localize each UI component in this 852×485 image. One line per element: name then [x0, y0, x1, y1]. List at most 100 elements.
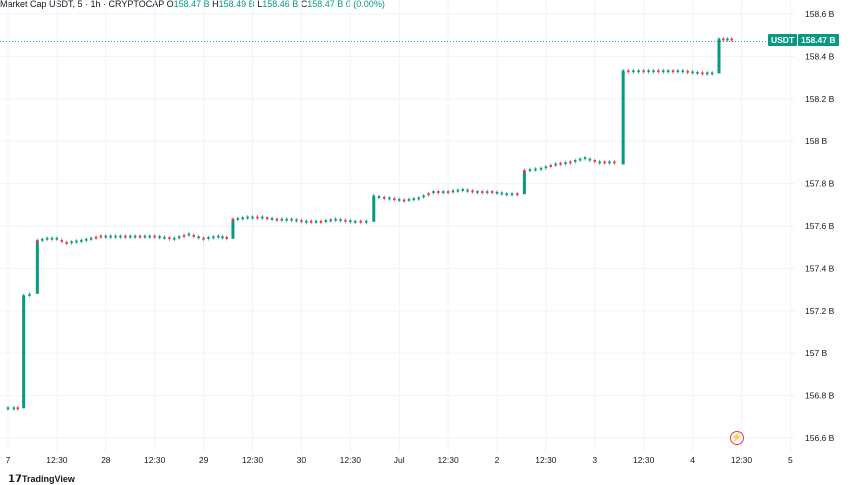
candle-body	[393, 198, 396, 201]
candle-body	[104, 235, 107, 238]
candle-body	[70, 241, 73, 244]
candle-body	[319, 220, 323, 223]
candle-body	[505, 193, 508, 196]
candle-body	[422, 195, 425, 198]
candle-body	[627, 70, 630, 73]
candle-body	[177, 236, 181, 239]
candle-body	[148, 235, 152, 238]
y-tick-label: 158 B	[805, 136, 828, 146]
x-tick-label: 5	[788, 455, 793, 465]
x-tick-label: 30	[297, 455, 307, 465]
candle-body	[365, 220, 368, 223]
x-tick-label: Jul	[394, 455, 405, 465]
y-tick-label: 158.2 B	[805, 94, 835, 104]
x-axis: 7 12:30 28 12:30 29 12:30 30 12:30 Jul 12:30 2 12:3…	[6, 455, 793, 465]
candle-body	[50, 237, 54, 240]
x-tick-label: 12:30	[437, 455, 459, 465]
y-tick-label: 156.6 B	[805, 433, 835, 443]
candle-body	[578, 158, 582, 161]
candle-body	[217, 235, 220, 238]
candle-body	[621, 70, 625, 73]
candle-body	[564, 162, 567, 165]
candle-body	[495, 191, 499, 194]
candle-body	[309, 220, 313, 223]
candle-body	[534, 168, 537, 171]
x-tick-label: 12:30	[340, 455, 362, 465]
candle-body	[290, 218, 293, 221]
candle-body	[55, 237, 59, 240]
candle-jump	[372, 196, 376, 222]
candle-body	[153, 235, 156, 238]
x-tick-label: 12:30	[46, 455, 68, 465]
open-label: O	[166, 0, 174, 9]
candle-body	[109, 235, 112, 238]
candle-body	[676, 70, 680, 73]
candle-body	[559, 162, 562, 165]
candle-body	[490, 191, 494, 194]
candle-body	[133, 235, 137, 238]
candle-body	[516, 193, 519, 196]
candle-body	[212, 236, 215, 239]
candle-body	[588, 158, 592, 161]
x-tick-label: 28	[101, 455, 111, 465]
candle-body	[265, 217, 269, 220]
candle-body	[138, 235, 142, 238]
candle-body	[246, 216, 249, 219]
candle-body	[398, 198, 401, 201]
candle-body	[89, 237, 93, 240]
candle-body	[671, 70, 675, 73]
candle-body	[427, 193, 430, 196]
candle-body	[28, 293, 31, 296]
last-price-tag: 158.47 B	[798, 34, 839, 46]
x-tick-label: 2	[495, 455, 500, 465]
candle-body	[388, 197, 391, 200]
candle-body	[598, 161, 601, 164]
x-tick-label: 12:30	[535, 455, 557, 465]
candle-body	[574, 159, 577, 162]
candle-body	[554, 163, 557, 166]
candle-body	[334, 218, 337, 221]
candle-body	[642, 70, 645, 73]
candle-body	[192, 234, 196, 237]
candle-body	[539, 167, 543, 170]
candle-body	[456, 189, 460, 192]
series-layer	[0, 36, 795, 411]
candle-body	[657, 70, 660, 73]
candle-body	[124, 235, 127, 238]
candle-body	[80, 239, 83, 242]
y-tick-label: 158.6 B	[805, 9, 835, 19]
x-tick-label: 12:30	[144, 455, 166, 465]
y-tick-label: 157.6 B	[805, 221, 835, 231]
candle-body	[187, 233, 191, 236]
candle-body	[603, 161, 606, 164]
candle-body	[569, 161, 572, 164]
tradingview-logo[interactable]: 𝟭𝟳TradingView	[8, 474, 75, 485]
change-value: 0 (0.00%)	[345, 0, 385, 9]
candle-body	[41, 238, 44, 241]
candle-body	[114, 235, 117, 238]
candle-body	[696, 71, 699, 74]
candle-body	[231, 218, 235, 221]
candle-jump	[22, 295, 26, 409]
candle-body	[305, 220, 308, 223]
candle-body	[275, 218, 279, 221]
candle-body	[461, 188, 464, 191]
candle-body	[295, 219, 298, 222]
candle-body	[300, 220, 303, 223]
candle-body	[344, 219, 347, 222]
candle-body	[717, 38, 721, 41]
low-value: 158.46 B	[262, 0, 299, 9]
candle-body	[168, 237, 171, 240]
flash-icon[interactable]: ⚡	[730, 431, 744, 445]
candle-body	[372, 195, 375, 198]
candle-jump	[35, 240, 39, 294]
candle-body	[256, 216, 259, 219]
candle-body	[251, 216, 254, 219]
y-axis: 158.6 B 158.4 B 158.2 B 158 B 157.8 B 157.6 B…	[805, 9, 835, 443]
x-tick-label: 29	[199, 455, 209, 465]
candle-body	[324, 220, 328, 223]
candle-body	[710, 72, 714, 75]
candle-body	[236, 217, 240, 220]
candle-body	[730, 38, 733, 41]
